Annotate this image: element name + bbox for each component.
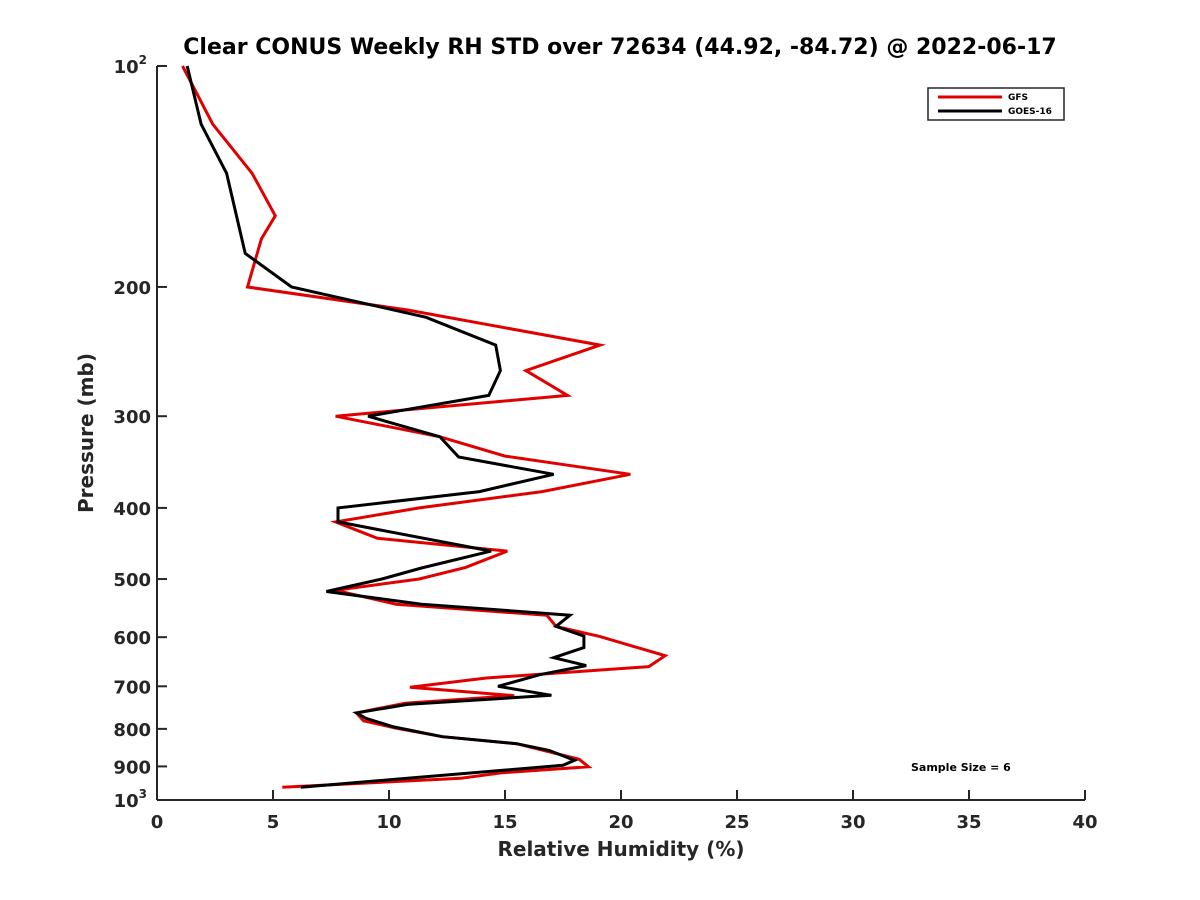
y-tick-label: 102 [114,53,147,78]
y-tick-label: 200 [113,278,151,299]
y-tick-label: 800 [113,720,151,741]
plot-lines [181,65,669,789]
x-tick-label: 10 [376,812,401,833]
x-tick-label: 5 [267,812,280,833]
x-tick-label: 25 [724,812,749,833]
y-axis-label: Pressure (mb) [74,353,98,513]
legend: GFS GOES-16 [927,87,1065,121]
x-axis-label: Relative Humidity (%) [497,837,744,861]
y-tick-label: 600 [113,628,151,649]
x-tick-label: 40 [1072,812,1097,833]
series-line-goes16 [185,65,587,789]
chart-title: Clear CONUS Weekly RH STD over 72634 (44… [183,35,1056,60]
y-tick-label: 500 [113,570,151,591]
x-tick-label: 30 [840,812,865,833]
x-tick-label: 15 [492,812,517,833]
y-tick-label: 300 [113,407,151,428]
y-tick-label: 900 [113,757,151,778]
axes [156,66,1085,801]
y-ticks: 102 200 300 400 500 600 700 800 900 103 [113,53,167,812]
y-tick-label: 400 [113,499,151,520]
x-tick-label: 0 [151,812,164,833]
y-tick-label: 700 [113,677,151,698]
y-tick-label: 103 [114,787,147,812]
sample-size-annotation: Sample Size = 6 [911,761,1011,774]
series-line-gfs [181,65,669,789]
legend-box [927,87,1065,121]
x-tick-label: 35 [956,812,981,833]
legend-label-gfs: GFS [1008,93,1028,103]
x-tick-label: 20 [608,812,633,833]
legend-label-goes16: GOES-16 [1008,107,1052,117]
x-ticks: 0 5 10 15 20 25 30 35 40 [151,790,1098,833]
